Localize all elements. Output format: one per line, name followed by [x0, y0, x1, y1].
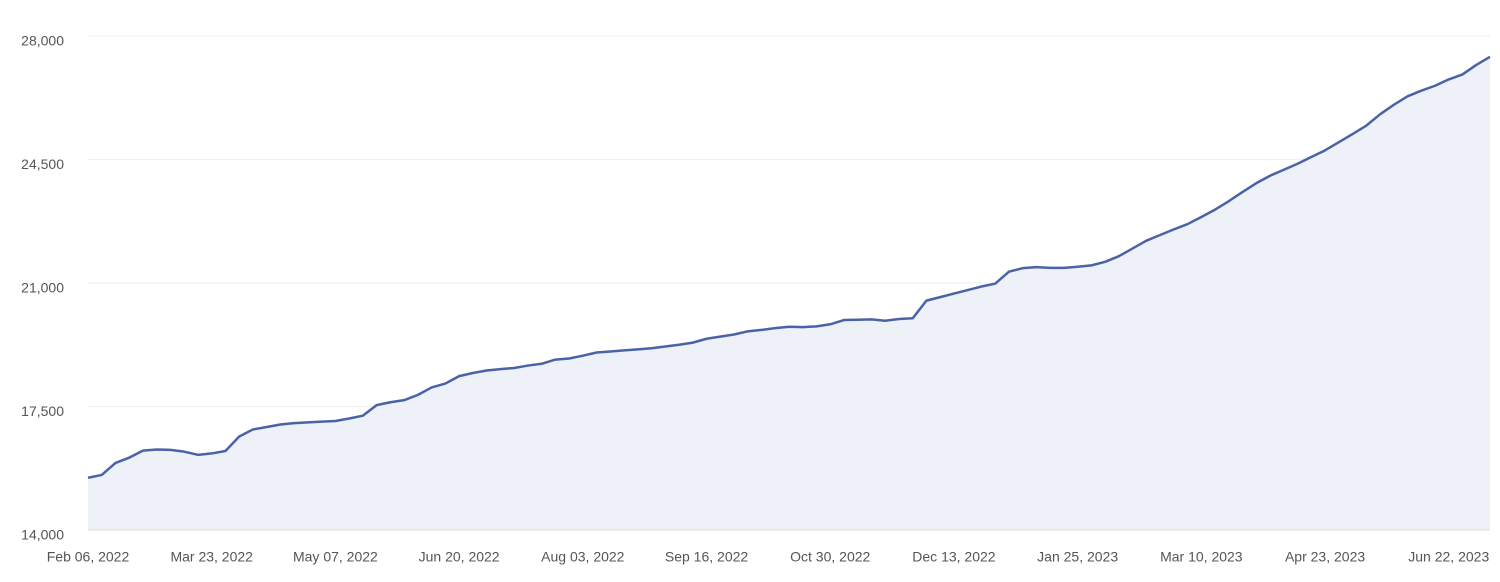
- y-tick-label: 21,000: [21, 280, 64, 296]
- x-tick-label: Jun 20, 2022: [419, 549, 500, 565]
- y-tick-label: 14,000: [21, 527, 64, 543]
- y-tick-label: 17,500: [21, 403, 64, 419]
- x-tick-label: Dec 13, 2022: [912, 549, 995, 565]
- x-tick-label: Aug 03, 2022: [541, 549, 625, 565]
- y-tick-label: 24,500: [21, 156, 64, 172]
- x-tick-label: Feb 06, 2022: [47, 549, 130, 565]
- x-tick-label: Oct 30, 2022: [790, 549, 870, 565]
- x-tick-label: Jan 25, 2023: [1037, 549, 1118, 565]
- x-tick-label: Jun 22, 2023: [1408, 549, 1489, 565]
- x-tick-label: May 07, 2022: [293, 549, 378, 565]
- y-tick-label: 28,000: [21, 33, 64, 49]
- x-tick-label: Mar 23, 2022: [170, 549, 253, 565]
- x-tick-label: Apr 23, 2023: [1285, 549, 1365, 565]
- x-tick-label: Mar 10, 2023: [1160, 549, 1243, 565]
- x-tick-label: Sep 16, 2022: [665, 549, 749, 565]
- area-fill: [88, 56, 1490, 530]
- line: [87, 55, 1491, 480]
